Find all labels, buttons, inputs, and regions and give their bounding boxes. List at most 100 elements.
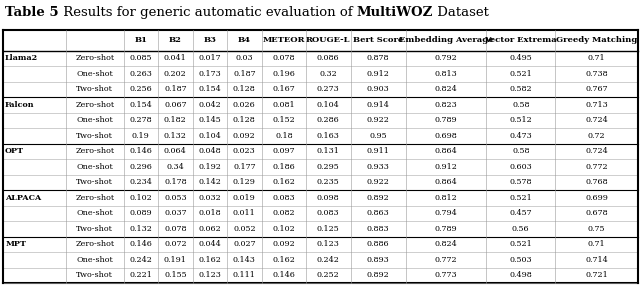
Text: 0.123: 0.123	[198, 271, 221, 279]
Text: 0.738: 0.738	[586, 70, 608, 78]
Text: 0.142: 0.142	[198, 178, 221, 186]
Text: 0.582: 0.582	[509, 86, 532, 93]
Text: Embedding Average: Embedding Average	[399, 36, 493, 44]
Text: 0.03: 0.03	[236, 54, 253, 62]
Text: 0.089: 0.089	[129, 209, 152, 217]
Text: 0.011: 0.011	[233, 209, 256, 217]
Text: Two-shot: Two-shot	[76, 86, 113, 93]
Text: B4: B4	[238, 36, 251, 44]
Text: 0.042: 0.042	[198, 101, 221, 109]
Text: One-shot: One-shot	[76, 163, 113, 171]
Text: 0.273: 0.273	[317, 86, 340, 93]
Text: 0.182: 0.182	[164, 116, 187, 124]
Text: 0.812: 0.812	[435, 194, 458, 202]
Text: 0.026: 0.026	[233, 101, 256, 109]
Text: 0.768: 0.768	[586, 178, 608, 186]
Text: 0.19: 0.19	[132, 132, 150, 140]
Text: 0.933: 0.933	[367, 163, 390, 171]
Text: 0.187: 0.187	[233, 70, 255, 78]
Text: 0.34: 0.34	[166, 163, 184, 171]
Text: One-shot: One-shot	[76, 116, 113, 124]
Text: 0.893: 0.893	[367, 256, 390, 264]
Text: Llama2: Llama2	[5, 54, 38, 62]
Text: MultiWOZ: MultiWOZ	[356, 6, 433, 19]
Text: 0.56: 0.56	[512, 225, 529, 233]
Text: 0.789: 0.789	[435, 225, 458, 233]
Text: 0.922: 0.922	[367, 116, 390, 124]
Text: 0.603: 0.603	[509, 163, 532, 171]
Text: 0.048: 0.048	[198, 147, 221, 155]
Text: 0.863: 0.863	[367, 209, 390, 217]
Text: 0.104: 0.104	[198, 132, 221, 140]
Text: 0.71: 0.71	[588, 54, 605, 62]
Text: Bert Score: Bert Score	[353, 36, 403, 44]
Text: 0.495: 0.495	[509, 54, 532, 62]
Text: 0.019: 0.019	[233, 194, 256, 202]
Text: 0.521: 0.521	[509, 70, 532, 78]
Text: 0.263: 0.263	[129, 70, 152, 78]
Text: Zero-shot: Zero-shot	[76, 194, 115, 202]
Text: 0.123: 0.123	[317, 241, 340, 248]
Text: 0.146: 0.146	[273, 271, 295, 279]
Text: 0.196: 0.196	[273, 70, 295, 78]
Text: 0.132: 0.132	[164, 132, 187, 140]
Text: 0.824: 0.824	[435, 241, 458, 248]
Text: 0.178: 0.178	[164, 178, 187, 186]
Text: 0.713: 0.713	[586, 101, 608, 109]
Text: 0.724: 0.724	[586, 147, 608, 155]
Text: Zero-shot: Zero-shot	[76, 54, 115, 62]
Text: 0.191: 0.191	[164, 256, 187, 264]
Text: 0.132: 0.132	[129, 225, 152, 233]
Text: 0.097: 0.097	[273, 147, 295, 155]
Text: 0.192: 0.192	[198, 163, 221, 171]
Text: 0.017: 0.017	[198, 54, 221, 62]
Text: 0.95: 0.95	[369, 132, 387, 140]
Text: 0.256: 0.256	[129, 86, 152, 93]
Text: 0.032: 0.032	[198, 194, 221, 202]
Text: 0.235: 0.235	[317, 178, 340, 186]
Text: 0.078: 0.078	[273, 54, 295, 62]
Text: One-shot: One-shot	[76, 209, 113, 217]
Text: 0.041: 0.041	[164, 54, 187, 62]
Text: 0.154: 0.154	[198, 86, 221, 93]
Text: 0.242: 0.242	[129, 256, 152, 264]
Text: 0.473: 0.473	[509, 132, 532, 140]
Text: 0.146: 0.146	[129, 147, 152, 155]
Text: 0.146: 0.146	[129, 241, 152, 248]
Text: Zero-shot: Zero-shot	[76, 101, 115, 109]
Text: 0.167: 0.167	[273, 86, 295, 93]
Text: 0.155: 0.155	[164, 271, 187, 279]
Text: 0.027: 0.027	[233, 241, 255, 248]
Text: 0.081: 0.081	[273, 101, 295, 109]
Text: 0.503: 0.503	[509, 256, 532, 264]
Text: 0.152: 0.152	[273, 116, 295, 124]
Text: 0.772: 0.772	[435, 256, 458, 264]
Text: 0.724: 0.724	[586, 116, 608, 124]
Text: 0.177: 0.177	[233, 163, 255, 171]
Text: 0.083: 0.083	[317, 209, 340, 217]
Text: Zero-shot: Zero-shot	[76, 241, 115, 248]
Text: 0.699: 0.699	[585, 194, 608, 202]
Text: 0.922: 0.922	[367, 178, 390, 186]
Text: 0.912: 0.912	[435, 163, 458, 171]
Text: 0.072: 0.072	[164, 241, 187, 248]
Text: 0.143: 0.143	[233, 256, 256, 264]
Text: 0.886: 0.886	[367, 241, 390, 248]
Text: 0.678: 0.678	[586, 209, 608, 217]
Text: 0.58: 0.58	[512, 147, 529, 155]
Text: 0.086: 0.086	[317, 54, 340, 62]
Text: 0.512: 0.512	[509, 116, 532, 124]
Text: 0.772: 0.772	[586, 163, 608, 171]
Text: 0.296: 0.296	[129, 163, 152, 171]
Text: METEOR: METEOR	[262, 36, 305, 44]
Text: 0.864: 0.864	[435, 147, 458, 155]
Text: 0.163: 0.163	[317, 132, 340, 140]
Text: 0.234: 0.234	[129, 178, 152, 186]
Text: 0.911: 0.911	[367, 147, 390, 155]
Text: 0.092: 0.092	[233, 132, 256, 140]
Text: 0.789: 0.789	[435, 116, 458, 124]
Text: 0.037: 0.037	[164, 209, 187, 217]
Text: 0.794: 0.794	[435, 209, 458, 217]
Text: 0.773: 0.773	[435, 271, 458, 279]
Text: 0.111: 0.111	[233, 271, 256, 279]
